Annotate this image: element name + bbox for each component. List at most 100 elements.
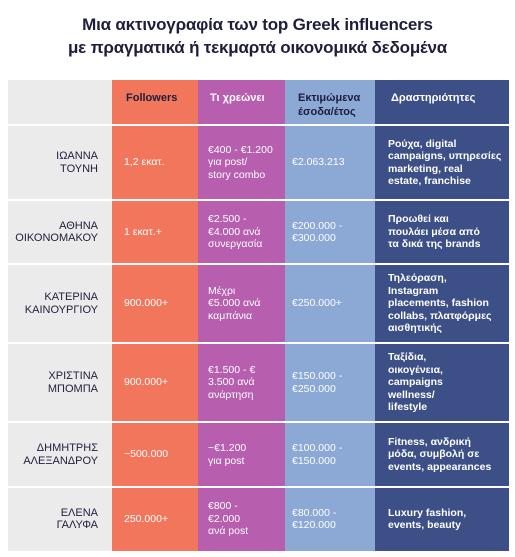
activities-value-line: wellness/ bbox=[388, 388, 435, 401]
price-value: €2.500 - €4.000 ανά συνεργασία bbox=[208, 213, 284, 251]
activities-value-line: Luxury fashion, bbox=[388, 506, 467, 519]
price-column bbox=[198, 80, 285, 551]
price-value: Μέχρι €5.000 ανά καμπάνια bbox=[208, 285, 284, 323]
income-value: €80.000 - €120.000 bbox=[292, 507, 374, 532]
followers-value: 900.000+ bbox=[124, 297, 169, 310]
income-column bbox=[285, 80, 375, 551]
activities-value-line: campaigns, υπηρεσίες bbox=[388, 150, 502, 162]
influencer-table: Followers Τι χρεώνει Εκτιμώμενα έσοδα/έτ… bbox=[8, 80, 509, 551]
header-income-line-1: Εκτιμώμενα bbox=[298, 92, 361, 104]
influencer-name-line: ΓΑΛΥΦΑ bbox=[56, 519, 98, 531]
influencer-name-line: ΚΑΙΝΟΥΡΓΙΟΥ bbox=[24, 303, 98, 316]
income-value-line: €200.000 - bbox=[292, 219, 343, 232]
header-income: Εκτιμώμενα έσοδα/έτος bbox=[298, 91, 360, 119]
income-value-line: €100.000 - bbox=[292, 442, 343, 454]
activities-value: Τηλεόραση, Instagram placements, fashion co… bbox=[388, 272, 506, 335]
row-divider bbox=[8, 263, 509, 265]
influencer-name-line: ΚΑΤΕΡΙΝΑ bbox=[44, 291, 98, 303]
row-divider bbox=[8, 421, 509, 423]
activities-value: Luxury fashion, events, beauty bbox=[388, 507, 506, 532]
row-divider bbox=[8, 124, 509, 126]
price-value-line: 3.500 ανά bbox=[208, 376, 255, 389]
followers-value: 250.000+ bbox=[124, 512, 169, 525]
income-value-line: €150.000 bbox=[292, 454, 336, 467]
influencer-name-line: ΤΟΥΝΗ bbox=[60, 162, 98, 175]
price-value-line: €2.000 bbox=[208, 512, 241, 525]
price-value: ~€1.200 για post bbox=[208, 442, 284, 467]
price-value-line: καμπάνια bbox=[208, 309, 253, 322]
price-value-line: €4.000 ανά bbox=[208, 225, 261, 238]
income-value-line: €250.000 bbox=[292, 382, 336, 395]
income-value-line: €300.000 bbox=[292, 232, 336, 244]
price-value-line: συνεργασία bbox=[208, 238, 263, 251]
activities-value-line: placements, fashion bbox=[388, 297, 489, 310]
names-column bbox=[8, 80, 112, 551]
activities-value-line: πουλάει μέσα από bbox=[388, 225, 480, 238]
influencer-name-line: ΧΡΙΣΤΙΝΑ bbox=[48, 370, 98, 382]
activities-value-line: Ταξίδια, bbox=[388, 351, 427, 364]
price-value-line: €1.500 - € bbox=[208, 363, 256, 376]
influencer-name-line: ΟΙΚΟΝΟΜΑΚΟΥ bbox=[15, 232, 98, 244]
price-value-line: ανάρτηση bbox=[208, 388, 254, 401]
activities-value: Ταξίδια, οικογένεια, campaigns wellness/lif… bbox=[388, 351, 506, 414]
title-line-1: Μια ακτινογραφία των top Greek influence… bbox=[82, 15, 433, 34]
income-value-line: €2.063.213 bbox=[292, 156, 345, 169]
influencer-name-line: ΑΛΕΞΑΝΔΡΟΥ bbox=[23, 454, 98, 467]
price-value-line: €2.500 - bbox=[208, 213, 247, 226]
activities-value-line: αισθητικής bbox=[388, 322, 442, 335]
followers-column bbox=[112, 80, 198, 551]
price-value-line: για post bbox=[208, 454, 245, 467]
price-value-line: για post/ bbox=[208, 156, 248, 169]
table-header: Followers Τι χρεώνει Εκτιμώμενα έσοδα/έτ… bbox=[8, 80, 509, 125]
title-line-2: με πραγματικά ή τεκμαρτά οικονομικά δεδο… bbox=[67, 38, 447, 57]
influencer-name-line: ΙΩΑΝΝΑ bbox=[56, 150, 98, 162]
influencer-name-line: ΕΛΕΝΑ bbox=[60, 506, 98, 519]
price-value-line: story combo bbox=[208, 168, 266, 181]
activities-value-line: μόδα, συμβολή σε bbox=[388, 448, 480, 461]
activities-value-line: events, appearances bbox=[388, 460, 492, 473]
price-value-line: Μέχρι bbox=[208, 284, 236, 297]
income-value-line: €80.000 - bbox=[292, 506, 337, 519]
activities-value: Ρούχα, digital campaigns, υπηρεσίες market… bbox=[388, 138, 506, 188]
influencer-name: ΕΛΕΝΑ ΓΑΛΥΦΑ bbox=[8, 507, 98, 532]
activities-value-line: collabs, πλατφόρμες bbox=[388, 309, 492, 322]
income-value-line: €250.000+ bbox=[292, 297, 342, 310]
activities-value: Προωθεί και πουλάει μέσα από τα δικά της b… bbox=[388, 213, 506, 251]
activities-value-line: campaigns bbox=[388, 376, 443, 389]
activities-value-line: τα δικά της brands bbox=[388, 238, 481, 251]
price-value: €800 - €2.000 ανά post bbox=[208, 500, 284, 538]
infographic-title: Μια ακτινογραφία των top Greek influence… bbox=[0, 0, 515, 76]
income-value: €200.000 - €300.000 bbox=[292, 220, 374, 245]
price-value-line: €800 - bbox=[208, 500, 238, 513]
activities-value-line: Ρούχα, digital bbox=[388, 137, 457, 150]
row-divider bbox=[8, 199, 509, 201]
followers-value: ~500.000 bbox=[124, 448, 169, 461]
activities-column bbox=[375, 80, 509, 551]
header-followers: Followers bbox=[126, 92, 178, 104]
followers-value: 900.000+ bbox=[124, 376, 169, 389]
price-value: €400 - €1.200 για post/story combo bbox=[208, 144, 284, 182]
income-value: €100.000 - €150.000 bbox=[292, 442, 374, 467]
income-value: €2.063.213 bbox=[292, 156, 374, 169]
influencer-name-line: ΑΘΗΝΑ bbox=[59, 219, 98, 232]
influencer-name: ΚΑΤΕΡΙΝΑ ΚΑΙΝΟΥΡΓΙΟΥ bbox=[8, 291, 98, 316]
activities-value-line: lifestyle bbox=[388, 401, 428, 414]
activities-value-line: Προωθεί και bbox=[388, 213, 449, 226]
influencer-name-line: ΜΠΟΜΠΑ bbox=[47, 382, 98, 395]
activities-value-line: Τηλεόραση, bbox=[388, 272, 447, 285]
activities-value-line: marketing, real bbox=[388, 162, 463, 175]
price-value: €1.500 - €3.500 ανά ανάρτηση bbox=[208, 364, 284, 402]
price-value-line: €400 - €1.200 bbox=[208, 143, 273, 156]
activities-value-line: estate, franchise bbox=[388, 175, 471, 187]
header-price: Τι χρεώνει bbox=[210, 92, 265, 104]
income-value-line: €150.000 - bbox=[292, 370, 343, 382]
header-activities: Δραστηριότητες bbox=[391, 92, 476, 104]
activities-value-line: events, beauty bbox=[388, 519, 461, 531]
price-value-line: ~€1.200 bbox=[208, 442, 247, 454]
activities-value-line: Fitness, ανδρική bbox=[388, 435, 471, 448]
influencer-name: ΧΡΙΣΤΙΝΑ ΜΠΟΜΠΑ bbox=[8, 370, 98, 395]
header-income-line-2: έσοδα/έτος bbox=[298, 106, 356, 118]
followers-value: 1 εκατ.+ bbox=[124, 225, 162, 238]
row-divider bbox=[8, 486, 509, 488]
activities-value: Fitness, ανδρική μόδα, συμβολή σε events, … bbox=[388, 436, 506, 474]
